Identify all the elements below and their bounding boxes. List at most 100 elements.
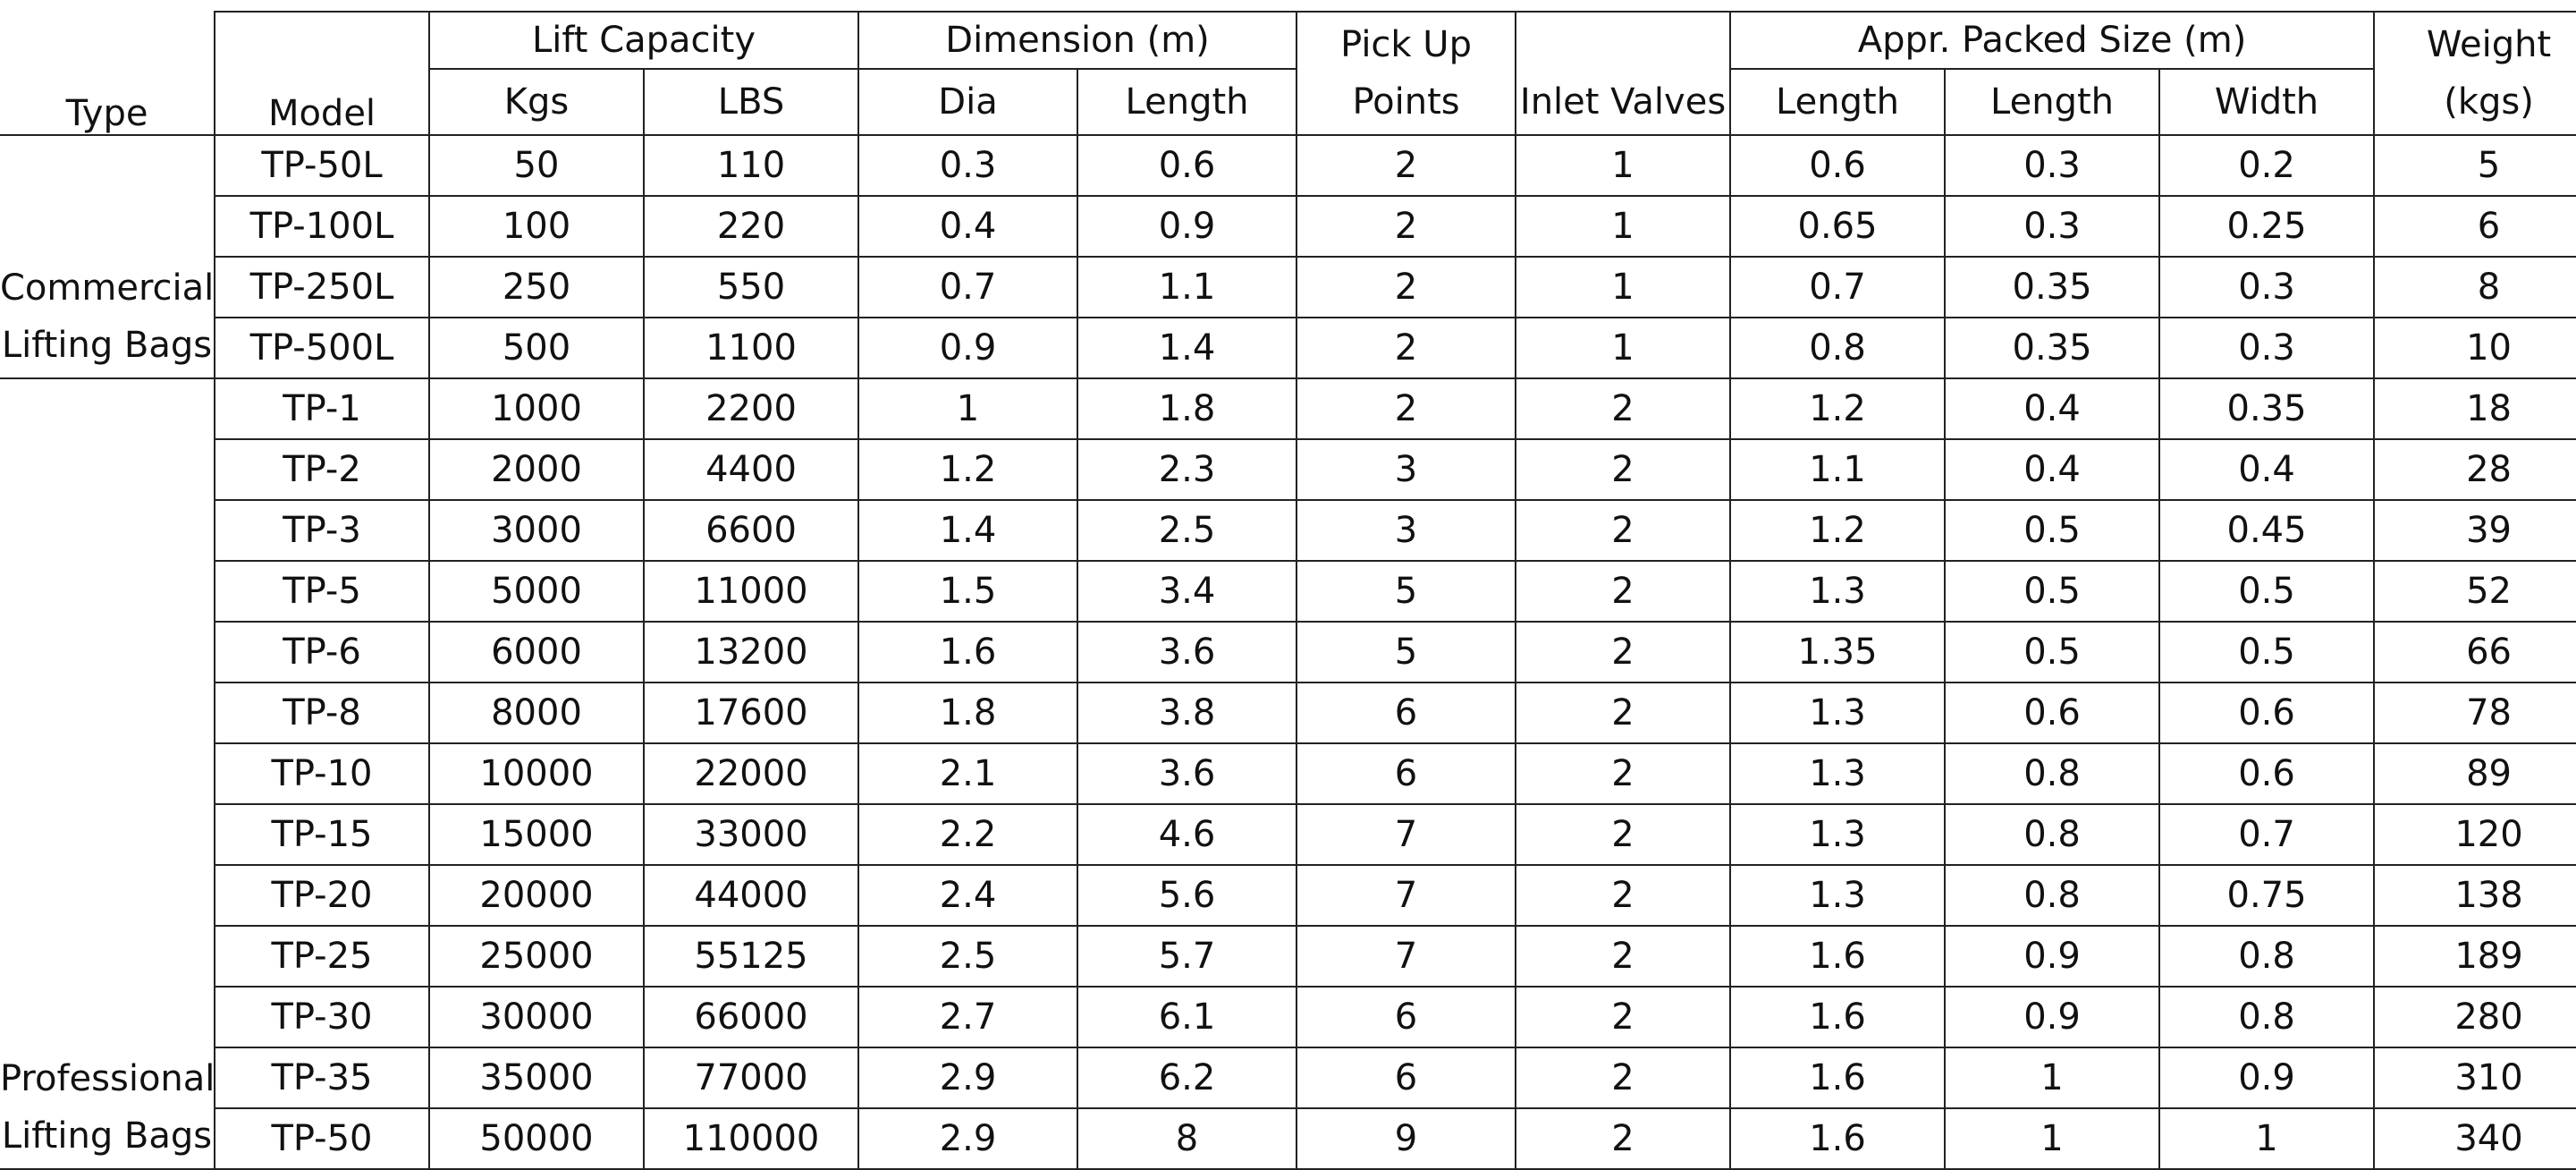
cell-packed-length-1: 1.3 (1729, 803, 1947, 866)
cell-lbs: 550 (642, 256, 860, 318)
cell-length: 8 (1077, 1107, 1298, 1170)
cell-lbs: 44000 (642, 864, 860, 927)
cell-length: 6.1 (1077, 986, 1298, 1048)
table-row: TP-100L 100 220 0.4 0.9 2 1 0.65 0.3 0.25 6 (0, 195, 2576, 258)
type-professional-line1: Professional (0, 1058, 215, 1099)
cell-packed-length-1: 1.1 (1729, 438, 1947, 501)
cell-dia: 0.7 (857, 256, 1079, 318)
cell-kgs: 50 (428, 134, 645, 197)
cell-model: TP-1 (214, 377, 430, 440)
cell-kgs: 10000 (428, 742, 645, 805)
cell-weight: 28 (2373, 438, 2576, 501)
cell-kgs: 35000 (428, 1047, 645, 1109)
header-weight-line2: (kgs) (2444, 81, 2534, 123)
cell-inlet-valves: 2 (1515, 925, 1732, 988)
cell-inlet-valves: 2 (1515, 803, 1732, 866)
cell-packed-length-2: 0.6 (1944, 682, 2161, 744)
table-row: TP-8 8000 17600 1.8 3.8 6 2 1.3 0.6 0.6 78 (0, 682, 2576, 744)
cell-inlet-valves: 2 (1515, 864, 1732, 927)
header-lift-capacity: Lift Capacity (427, 11, 860, 70)
cell-inlet-valves: 1 (1515, 317, 1732, 379)
cell-inlet-valves: 2 (1515, 377, 1732, 440)
cell-packed-length-2: 0.8 (1944, 742, 2161, 805)
cell-kgs: 8000 (428, 682, 645, 744)
cell-pickup-points: 7 (1296, 803, 1517, 866)
cell-packed-length-2: 0.5 (1944, 560, 2161, 623)
cell-lbs: 22000 (642, 742, 860, 805)
cell-dia: 2.9 (857, 1107, 1079, 1170)
cell-length: 1.1 (1077, 256, 1298, 318)
cell-weight: 18 (2373, 377, 2576, 440)
cell-pickup-points: 2 (1296, 317, 1517, 379)
cell-model: TP-50L (214, 134, 430, 197)
cell-pickup-points: 2 (1296, 377, 1517, 440)
cell-weight: 120 (2373, 803, 2576, 866)
type-professional: Professional Lifting Bags (0, 377, 215, 1170)
table-row: TP-30 30000 66000 2.7 6.1 6 2 1.6 0.9 0.8 280 (0, 986, 2576, 1048)
cell-packed-length-2: 0.3 (1944, 195, 2161, 258)
cell-packed-length-2: 0.35 (1944, 256, 2161, 318)
cell-dia: 1.4 (857, 499, 1079, 562)
cell-weight: 8 (2373, 256, 2576, 318)
cell-length: 5.7 (1077, 925, 1298, 988)
table-row: TP-6 6000 13200 1.6 3.6 5 2 1.35 0.5 0.5 66 (0, 621, 2576, 683)
cell-length: 4.6 (1077, 803, 1298, 866)
cell-weight: 189 (2373, 925, 2576, 988)
cell-dia: 2.2 (857, 803, 1079, 866)
cell-kgs: 3000 (428, 499, 645, 562)
cell-packed-length-1: 1.3 (1729, 864, 1947, 927)
cell-packed-length-2: 0.8 (1944, 803, 2161, 866)
header-dia: Dia (857, 68, 1079, 136)
table-row: TP-50 50000 110000 2.9 8 9 2 1.6 1 1 340 (0, 1107, 2576, 1170)
table-row: TP-25 25000 55125 2.5 5.7 7 2 1.6 0.9 0.8 189 (0, 925, 2576, 988)
cell-weight: 66 (2373, 621, 2576, 683)
cell-pickup-points: 3 (1296, 499, 1517, 562)
lifting-bag-spec-table: Type Model Lift Capacity Dimension (m) P… (0, 11, 2576, 1170)
cell-model: TP-250L (214, 256, 430, 318)
cell-weight: 39 (2373, 499, 2576, 562)
cell-kgs: 25000 (428, 925, 645, 988)
cell-pickup-points: 6 (1296, 1047, 1517, 1109)
cell-inlet-valves: 2 (1515, 986, 1732, 1048)
cell-kgs: 6000 (428, 621, 645, 683)
cell-weight: 138 (2373, 864, 2576, 927)
cell-packed-length-1: 0.7 (1729, 256, 1947, 318)
type-commercial: Commercial Lifting Bags (0, 134, 215, 379)
cell-model: TP-20 (214, 864, 430, 927)
header-inlet-valves-label: Inlet Valves (1519, 81, 1727, 123)
table-row: TP-250L 250 550 0.7 1.1 2 1 0.7 0.35 0.3 8 (0, 256, 2576, 318)
cell-pickup-points: 7 (1296, 864, 1517, 927)
header-model-label: Model (267, 93, 376, 134)
cell-pickup-points: 3 (1296, 438, 1517, 501)
cell-length: 3.8 (1077, 682, 1298, 744)
header-packed-width: Width (2158, 68, 2376, 136)
cell-length: 5.6 (1077, 864, 1298, 927)
cell-lbs: 66000 (642, 986, 860, 1048)
header-kgs: Kgs (428, 68, 645, 136)
cell-packed-width: 0.9 (2158, 1047, 2376, 1109)
cell-dia: 1.8 (857, 682, 1079, 744)
cell-length: 1.4 (1077, 317, 1298, 379)
cell-weight: 52 (2373, 560, 2576, 623)
cell-model: TP-50 (214, 1107, 430, 1170)
cell-inlet-valves: 1 (1515, 256, 1732, 318)
cell-packed-length-1: 1.3 (1729, 682, 1947, 744)
table-row: TP-500L 500 1100 0.9 1.4 2 1 0.8 0.35 0.3 10 (0, 317, 2576, 379)
cell-model: TP-35 (214, 1047, 430, 1109)
cell-packed-width: 0.3 (2158, 317, 2376, 379)
cell-pickup-points: 2 (1296, 134, 1517, 197)
cell-packed-width: 0.8 (2158, 925, 2376, 988)
cell-lbs: 11000 (642, 560, 860, 623)
table-row: TP-3 3000 6600 1.4 2.5 3 2 1.2 0.5 0.45 39 (0, 499, 2576, 562)
cell-packed-length-2: 1 (1944, 1107, 2161, 1170)
cell-model: TP-2 (214, 438, 430, 501)
cell-packed-length-1: 1.6 (1729, 1047, 1947, 1109)
cell-lbs: 77000 (642, 1047, 860, 1109)
cell-lbs: 33000 (642, 803, 860, 866)
cell-dia: 2.9 (857, 1047, 1079, 1109)
cell-packed-width: 0.25 (2158, 195, 2376, 258)
cell-packed-length-2: 0.9 (1944, 925, 2161, 988)
table-row: TP-35 35000 77000 2.9 6.2 6 2 1.6 1 0.9 310 (0, 1047, 2576, 1109)
cell-inlet-valves: 2 (1515, 621, 1732, 683)
table-body: Commercial Lifting Bags TP-50L 50 110 0.3 0.6 2… (0, 134, 2576, 1170)
